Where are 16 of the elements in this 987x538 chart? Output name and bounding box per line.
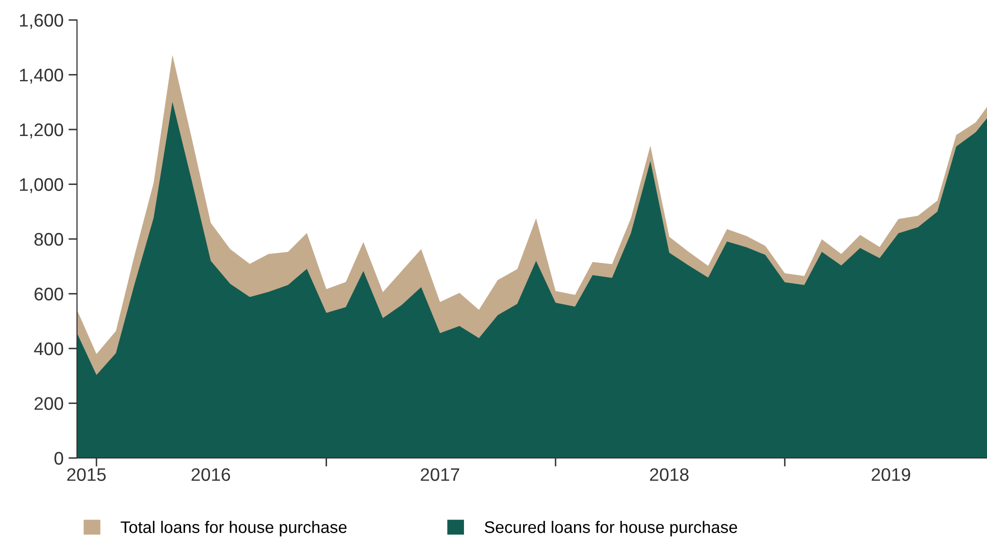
x-tick-label: 2015 [67, 468, 106, 481]
y-tick-label: 0 [54, 452, 64, 465]
y-tick-label: 400 [34, 342, 64, 356]
y-tick-label: 1,200 [20, 123, 64, 138]
y-tick-label: 1,400 [20, 68, 64, 84]
x-tick-label: 2017 [420, 468, 460, 481]
y-tick-label: 800 [34, 232, 64, 246]
y-tick-label: 200 [34, 397, 64, 410]
x-tick-label: 2018 [650, 468, 689, 481]
x-tick-label: 2016 [192, 468, 230, 481]
y-tick-label: 1,600 [20, 14, 64, 29]
legend-label: Secured loans for house purchase [484, 520, 738, 536]
y-tick-label: 600 [34, 288, 64, 300]
y-tick-label: 1,000 [20, 178, 64, 194]
x-tick-label: 2019 [872, 468, 910, 481]
legend-label: Total loans for house purchase [120, 520, 347, 536]
